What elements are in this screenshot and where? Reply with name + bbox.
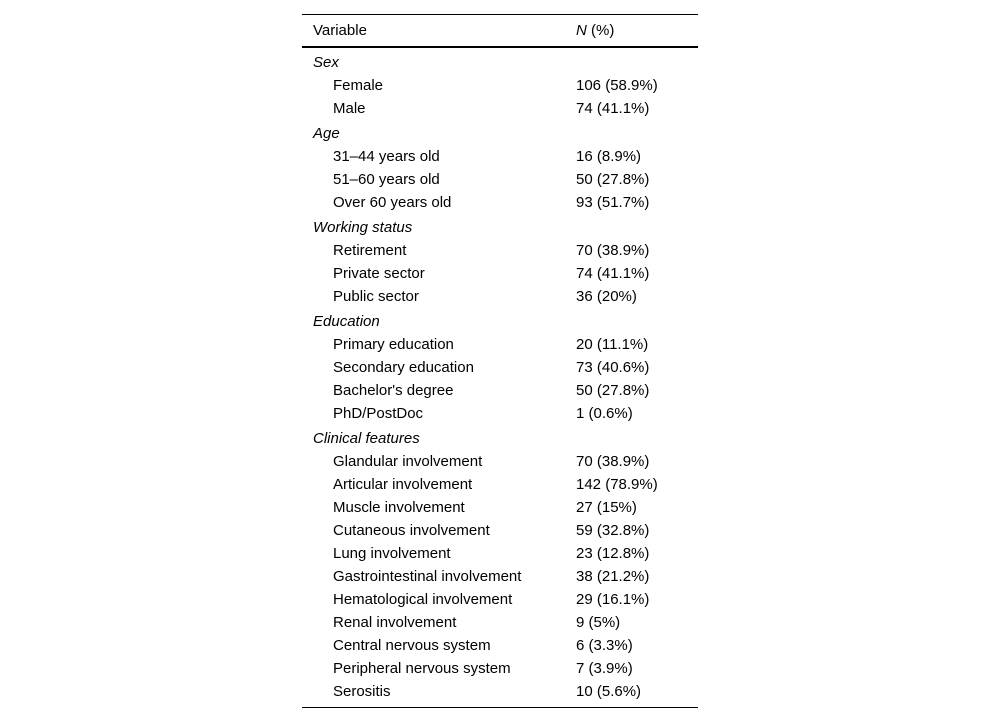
variable-cell: Lung involvement	[333, 545, 451, 562]
table-row: Renal involvement 9 (5%)	[302, 611, 698, 634]
variable-cell: Hematological involvement	[333, 591, 513, 608]
table-row: Over 60 years old 93 (51.7%)	[302, 191, 698, 214]
variable-cell: Male	[333, 100, 366, 117]
group-label: Age	[313, 125, 340, 142]
group-label: Working status	[313, 219, 413, 236]
value-cell: 59 (32.8%)	[576, 522, 650, 539]
variable-cell: Bachelor's degree	[333, 382, 454, 399]
variable-cell: Central nervous system	[333, 637, 491, 654]
table-row: Public sector 36 (20%)	[302, 285, 698, 308]
table-row: Peripheral nervous system 7 (3.9%)	[302, 657, 698, 680]
table-row: Lung involvement 23 (12.8%)	[302, 542, 698, 565]
variable-cell: PhD/PostDoc	[333, 405, 424, 422]
group-header-row: Age	[302, 120, 698, 145]
value-cell: 73 (40.6%)	[576, 359, 650, 376]
table-row: Central nervous system 6 (3.3%)	[302, 634, 698, 657]
table-row: Serositis 10 (5.6%)	[302, 680, 698, 703]
variable-cell: Retirement	[333, 242, 407, 259]
variable-cell: Cutaneous involvement	[333, 522, 490, 539]
group-header-row: Sex	[302, 49, 698, 74]
group-header-row: Clinical features	[302, 425, 698, 450]
variable-cell: Articular involvement	[333, 476, 473, 493]
variable-cell: Primary education	[333, 336, 454, 353]
value-cell: 10 (5.6%)	[576, 683, 642, 700]
table-row: PhD/PostDoc 1 (0.6%)	[302, 402, 698, 425]
value-cell: 6 (3.3%)	[576, 637, 633, 654]
table-row: Female 106 (58.9%)	[302, 74, 698, 97]
variable-cell: Muscle involvement	[333, 499, 465, 516]
group-label: Education	[313, 313, 380, 330]
variable-cell: 31–44 years old	[333, 148, 440, 165]
table-row: Cutaneous involvement 59 (32.8%)	[302, 519, 698, 542]
value-cell: 29 (16.1%)	[576, 591, 650, 608]
group-header-row: Education	[302, 308, 698, 333]
variable-cell: 51–60 years old	[333, 171, 440, 188]
variable-cell: Female	[333, 77, 384, 94]
variable-cell: Glandular involvement	[333, 453, 483, 470]
table-row: Bachelor's degree 50 (27.8%)	[302, 379, 698, 402]
variable-cell: Peripheral nervous system	[333, 660, 511, 677]
value-cell: 50 (27.8%)	[576, 382, 650, 399]
value-cell: 27 (15%)	[576, 499, 637, 516]
n-percent-column-header: N (%)	[576, 22, 698, 39]
variable-column-header: Variable	[313, 22, 367, 39]
group-label: Clinical features	[313, 430, 420, 447]
table-row: Glandular involvement 70 (38.9%)	[302, 450, 698, 473]
value-cell: 36 (20%)	[576, 288, 637, 305]
group-label: Sex	[313, 54, 339, 71]
value-cell: 70 (38.9%)	[576, 242, 650, 259]
group-header-row: Working status	[302, 214, 698, 239]
value-cell: 50 (27.8%)	[576, 171, 650, 188]
variable-cell: Renal involvement	[333, 614, 457, 631]
value-cell: 1 (0.6%)	[576, 405, 633, 422]
value-cell: 38 (21.2%)	[576, 568, 650, 585]
percent-label: (%)	[586, 22, 615, 39]
variable-cell: Secondary education	[333, 359, 474, 376]
value-cell: 70 (38.9%)	[576, 453, 650, 470]
table-row: Male 74 (41.1%)	[302, 97, 698, 120]
value-cell: 20 (11.1%)	[576, 336, 649, 353]
value-cell: 106 (58.9%)	[576, 77, 658, 94]
variable-cell: Public sector	[333, 288, 419, 305]
demographics-table: Variable N (%) Sex Female 106 (58.9%) Ma…	[302, 14, 698, 708]
table-row: 51–60 years old 50 (27.8%)	[302, 168, 698, 191]
table-row: Muscle involvement 27 (15%)	[302, 496, 698, 519]
table-row: Retirement 70 (38.9%)	[302, 239, 698, 262]
value-cell: 93 (51.7%)	[576, 194, 650, 211]
variable-cell: Serositis	[333, 683, 391, 700]
table-row: 31–44 years old 16 (8.9%)	[302, 145, 698, 168]
value-cell: 74 (41.1%)	[576, 265, 650, 282]
value-cell: 7 (3.9%)	[576, 660, 633, 677]
table-row: Gastrointestinal involvement 38 (21.2%)	[302, 565, 698, 588]
table-row: Secondary education 73 (40.6%)	[302, 356, 698, 379]
value-cell: 9 (5%)	[576, 614, 621, 631]
value-cell: 16 (8.9%)	[576, 148, 642, 165]
value-cell: 142 (78.9%)	[576, 476, 658, 493]
value-cell: 74 (41.1%)	[576, 100, 650, 117]
table-row: Articular involvement 142 (78.9%)	[302, 473, 698, 496]
table-row: Hematological involvement 29 (16.1%)	[302, 588, 698, 611]
variable-cell: Gastrointestinal involvement	[333, 568, 522, 585]
value-cell: 23 (12.8%)	[576, 545, 650, 562]
table-body: Sex Female 106 (58.9%) Male 74 (41.1%) A…	[302, 48, 698, 707]
variable-cell: Private sector	[333, 265, 425, 282]
table-header-row: Variable N (%)	[302, 15, 698, 48]
table-row: Primary education 20 (11.1%)	[302, 333, 698, 356]
variable-cell: Over 60 years old	[333, 194, 452, 211]
table-row: Private sector 74 (41.1%)	[302, 262, 698, 285]
n-symbol: N	[576, 22, 587, 39]
